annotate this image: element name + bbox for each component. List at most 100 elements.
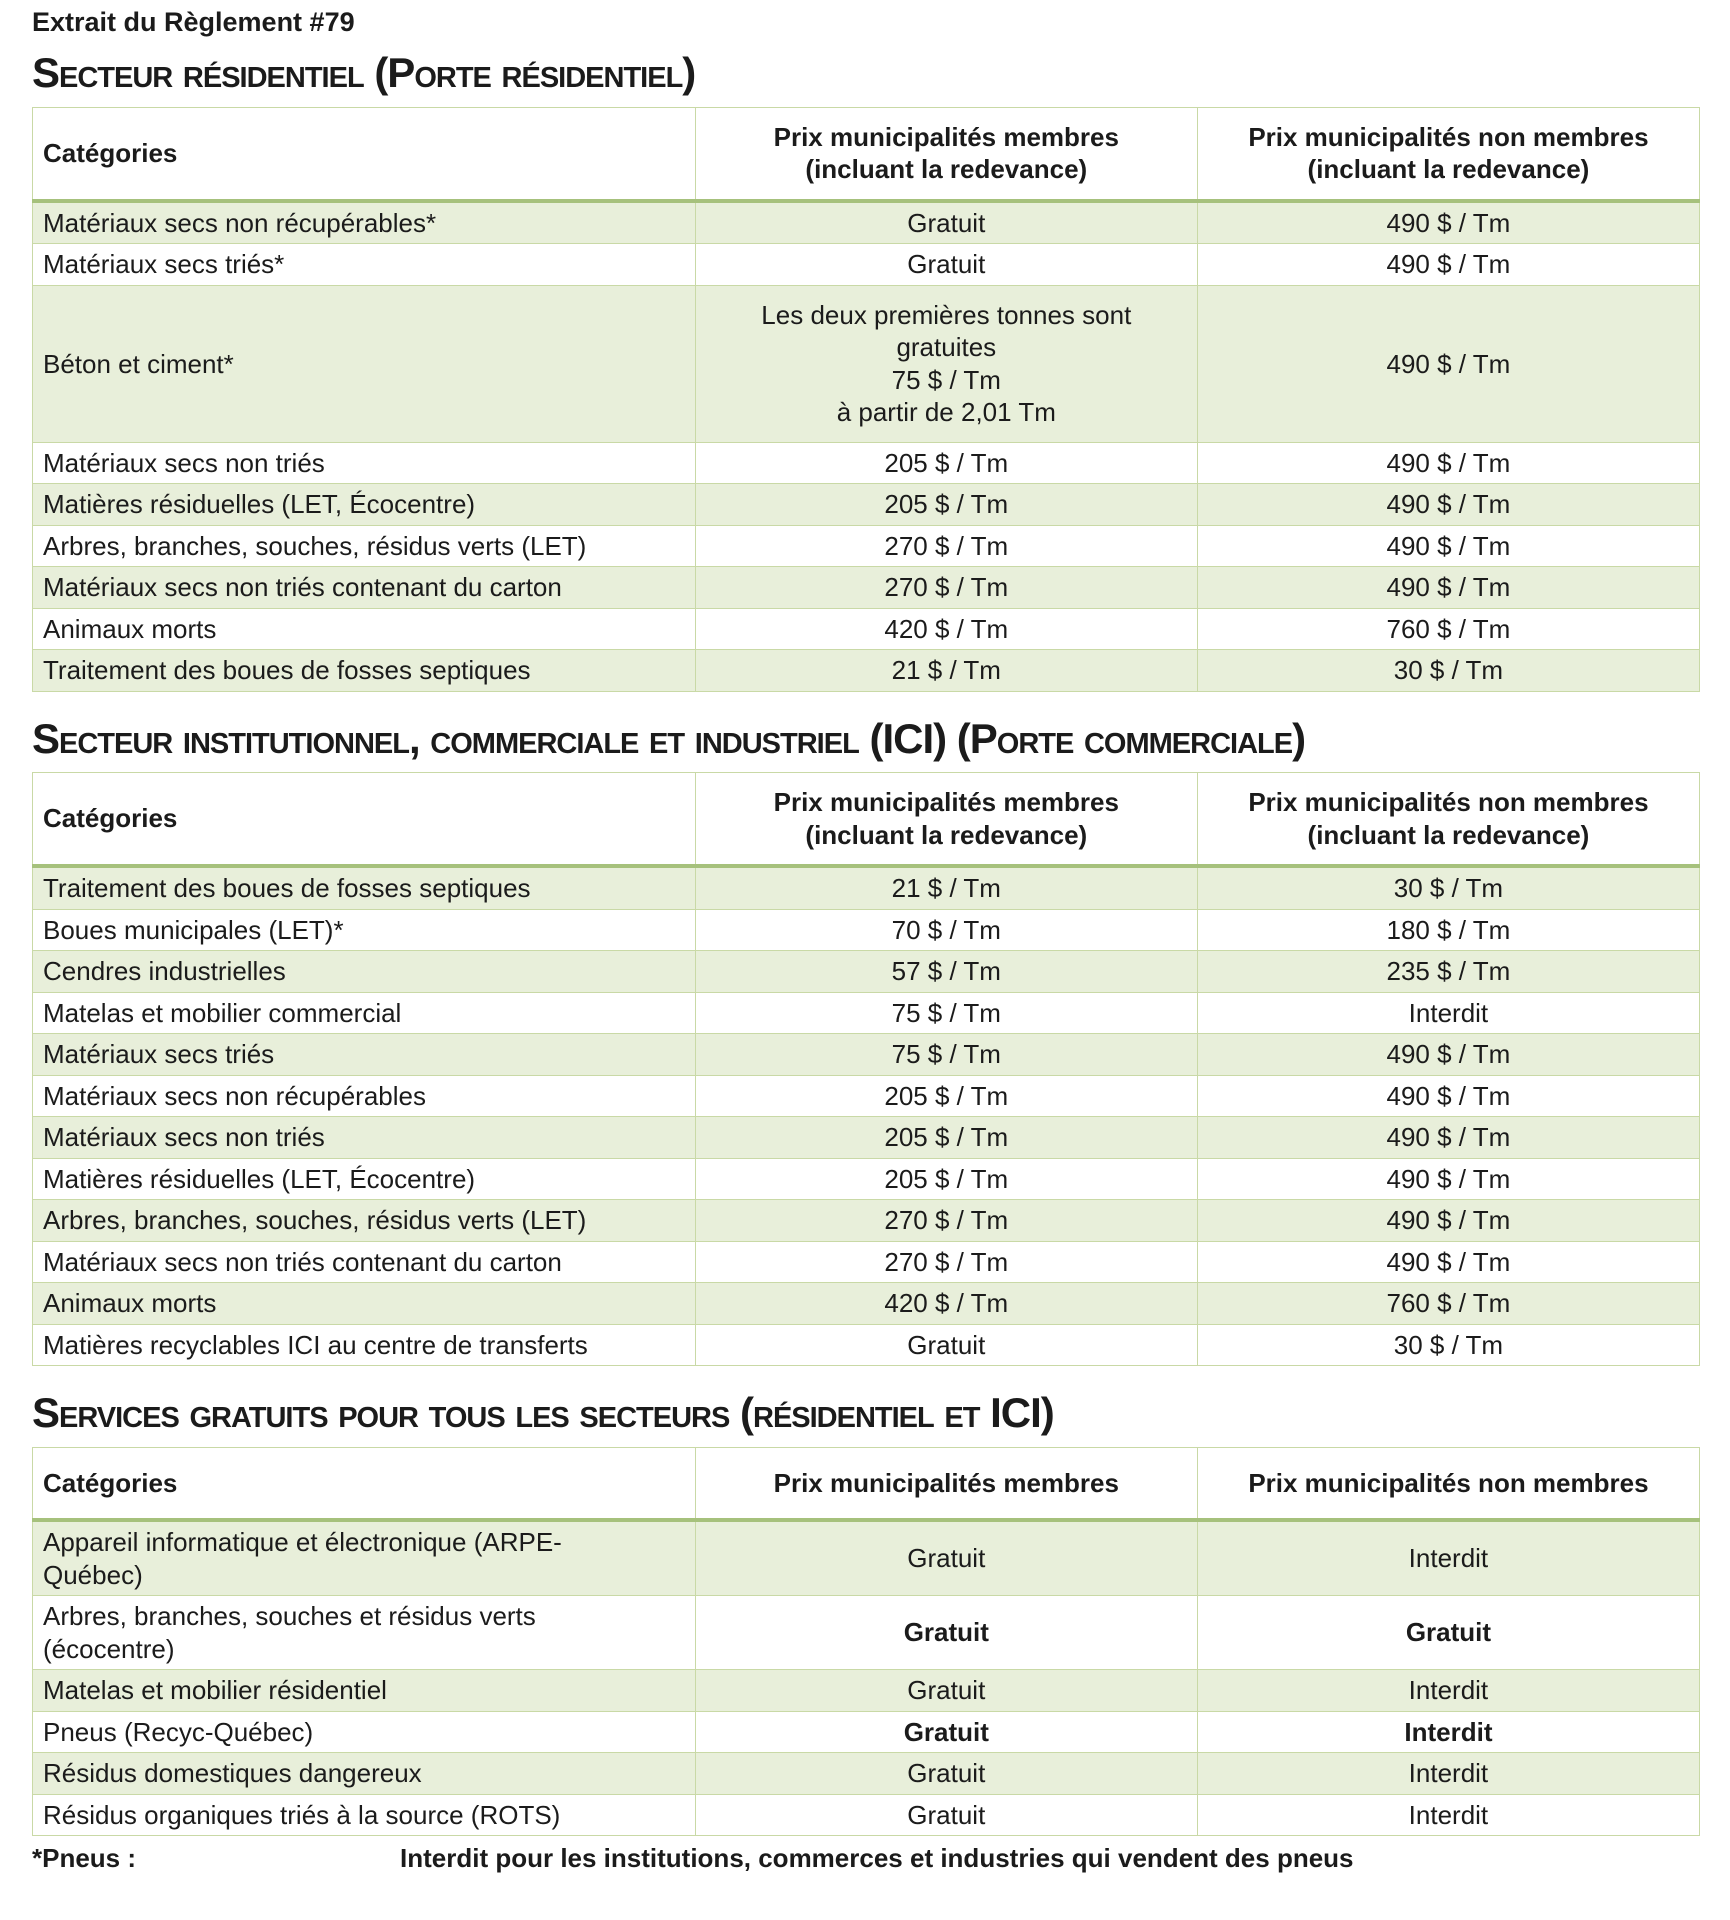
section-ici: Secteur institutionnel, commerciale et i… (32, 714, 1701, 1367)
category-cell: Matériaux secs non récupérables (32, 1074, 696, 1118)
category-cell: Matelas et mobilier commercial (32, 991, 696, 1035)
header-row: Catégories Prix municipalités membres (in… (32, 772, 1701, 869)
table-row: Résidus organiques triés à la source (RO… (32, 1793, 1701, 1837)
table-row: Traitement des boues de fosses septiques… (32, 865, 1701, 910)
non-members-price-cell: Interdit (1196, 1752, 1701, 1795)
column-header-categories: Catégories (32, 1446, 696, 1523)
table-body: Traitement des boues de fosses septiques… (32, 865, 1701, 1367)
table-row: Appareil informatique et électronique (A… (32, 1519, 1701, 1597)
column-header-members-price: Prix municipalités membres (incluant la … (694, 772, 1198, 869)
category-cell: Matériaux secs triés* (32, 243, 696, 286)
members-price-cell: 270 $ / Tm (694, 524, 1198, 568)
members-price-cell: Gratuit (694, 1752, 1198, 1795)
table-row: Matériaux secs non triés contenant du ca… (32, 566, 1701, 609)
footnote-pneus: *Pneus : Interdit pour les institutions,… (32, 1842, 1700, 1875)
non-members-price-cell: 490 $ / Tm (1196, 524, 1701, 568)
members-price-cell: Gratuit (694, 1710, 1198, 1754)
table-row: Matériaux secs triés 75 $ / Tm 490 $ / Tm (32, 1033, 1701, 1076)
members-price-cell: 205 $ / Tm (694, 441, 1198, 485)
non-members-price-cell: 490 $ / Tm (1196, 1074, 1701, 1118)
non-members-price-cell: 760 $ / Tm (1196, 1282, 1701, 1325)
table-row: Matériaux secs non triés contenant du ca… (32, 1240, 1701, 1284)
members-price-cell: Gratuit (694, 1323, 1198, 1367)
members-price-cell: 21 $ / Tm (694, 649, 1198, 692)
non-members-price-cell: 490 $ / Tm (1196, 566, 1701, 609)
table-row: Matériaux secs non récupérables* Gratuit 4… (32, 200, 1701, 245)
members-price-cell: 205 $ / Tm (694, 1116, 1198, 1159)
non-members-price-cell: Interdit (1196, 1793, 1701, 1837)
column-header-categories: Catégories (32, 106, 696, 203)
category-cell: Matières résiduelles (LET, Écocentre) (32, 483, 696, 526)
price-table-residentiel: Catégories Prix municipalités membres (in… (32, 106, 1701, 692)
category-cell: Arbres, branches, souches, résidus verts… (32, 1199, 696, 1242)
members-price-cell: Gratuit (694, 243, 1198, 286)
non-members-price-cell: 30 $ / Tm (1196, 1323, 1701, 1367)
non-members-price-cell: 30 $ / Tm (1196, 649, 1701, 692)
non-members-price-cell: 490 $ / Tm (1196, 243, 1701, 286)
category-cell: Matériaux secs non triés (32, 1116, 696, 1159)
category-cell: Appareil informatique et électronique (A… (32, 1519, 696, 1597)
section-heading-residentiel: Secteur résidentiel (Porte résidentiel) (32, 49, 696, 97)
table-row: Matériaux secs non triés 205 $ / Tm 490 $ … (32, 441, 1701, 485)
category-cell: Béton et ciment* (32, 284, 696, 443)
category-cell: Matelas et mobilier résidentiel (32, 1669, 696, 1712)
table-body: Appareil informatique et électronique (A… (32, 1519, 1701, 1837)
members-price-cell: 270 $ / Tm (694, 1240, 1198, 1284)
footnote-label: *Pneus : (32, 1843, 137, 1874)
price-table-ici: Catégories Prix municipalités membres (in… (32, 772, 1701, 1367)
non-members-price-cell: 760 $ / Tm (1196, 607, 1701, 651)
table-row: Boues municipales (LET)* 70 $ / Tm 180 $ /… (32, 908, 1701, 952)
table-row: Matériaux secs non triés 205 $ / Tm 490 $ … (32, 1116, 1701, 1159)
category-cell: Animaux morts (32, 607, 696, 651)
non-members-price-cell: 490 $ / Tm (1196, 1116, 1701, 1159)
section-heading-services-gratuits: Services gratuits pour tous les secteurs… (32, 1389, 1055, 1437)
category-cell: Matériaux secs non triés (32, 441, 696, 485)
members-price-cell: 270 $ / Tm (694, 566, 1198, 609)
table-row: Matériaux secs non récupérables 205 $ / T… (32, 1074, 1701, 1118)
category-cell: Matériaux secs non récupérables* (32, 200, 696, 245)
non-members-price-cell: 490 $ / Tm (1196, 284, 1701, 443)
non-members-price-cell: Interdit (1196, 1669, 1701, 1712)
category-cell: Matières résiduelles (LET, Écocentre) (32, 1157, 696, 1201)
category-cell: Arbres, branches, souches et résidus ver… (32, 1595, 696, 1671)
category-cell: Boues municipales (LET)* (32, 908, 696, 952)
non-members-price-cell: 490 $ / Tm (1196, 1240, 1701, 1284)
column-header-non-members-price: Prix municipalités non membres (1196, 1446, 1701, 1523)
members-price-cell: 21 $ / Tm (694, 865, 1198, 910)
column-header-non-members-price: Prix municipalités non membres (incluant… (1196, 772, 1701, 869)
category-cell: Pneus (Recyc-Québec) (32, 1710, 696, 1754)
category-cell: Matériaux secs triés (32, 1033, 696, 1076)
members-price-cell: 205 $ / Tm (694, 483, 1198, 526)
non-members-price-cell: Interdit (1196, 991, 1701, 1035)
non-members-price-cell: 490 $ / Tm (1196, 200, 1701, 245)
members-price-cell: 420 $ / Tm (694, 1282, 1198, 1325)
table-row: Pneus (Recyc-Québec) Gratuit Interdit (32, 1710, 1701, 1754)
column-header-members-price: Prix municipalités membres (694, 1446, 1198, 1523)
category-cell: Traitement des boues de fosses septiques (32, 649, 696, 692)
members-price-cell: 57 $ / Tm (694, 950, 1198, 993)
category-cell: Matières recyclables ICI au centre de tr… (32, 1323, 696, 1367)
category-cell: Résidus organiques triés à la source (RO… (32, 1793, 696, 1837)
table-row: Matériaux secs triés* Gratuit 490 $ / Tm (32, 243, 1701, 286)
non-members-price-cell: Gratuit (1196, 1595, 1701, 1671)
non-members-price-cell: 490 $ / Tm (1196, 441, 1701, 485)
members-price-cell: 70 $ / Tm (694, 908, 1198, 952)
non-members-price-cell: 490 $ / Tm (1196, 1157, 1701, 1201)
non-members-price-cell: Interdit (1196, 1519, 1701, 1597)
table-row: Arbres, branches, souches, résidus verts… (32, 524, 1701, 568)
header-row: Catégories Prix municipalités membres (in… (32, 106, 1701, 203)
members-price-cell: Gratuit (694, 1519, 1198, 1597)
header-row: Catégories Prix municipalités membres Prix… (32, 1446, 1701, 1523)
non-members-price-cell: 180 $ / Tm (1196, 908, 1701, 952)
members-price-cell: 420 $ / Tm (694, 607, 1198, 651)
table-row: Matières recyclables ICI au centre de tr… (32, 1323, 1701, 1367)
non-members-price-cell: 30 $ / Tm (1196, 865, 1701, 910)
table-body: Matériaux secs non récupérables* Gratuit 4… (32, 200, 1701, 692)
document-title: Extrait du Règlement #79 (32, 7, 355, 37)
members-price-cell: 205 $ / Tm (694, 1074, 1198, 1118)
non-members-price-cell: Interdit (1196, 1710, 1701, 1754)
section-services-gratuits: Services gratuits pour tous les secteurs… (32, 1388, 1701, 1837)
table-row: Résidus domestiques dangereux Gratuit Inte… (32, 1752, 1701, 1795)
table-row: Matières résiduelles (LET, Écocentre) 205… (32, 1157, 1701, 1201)
